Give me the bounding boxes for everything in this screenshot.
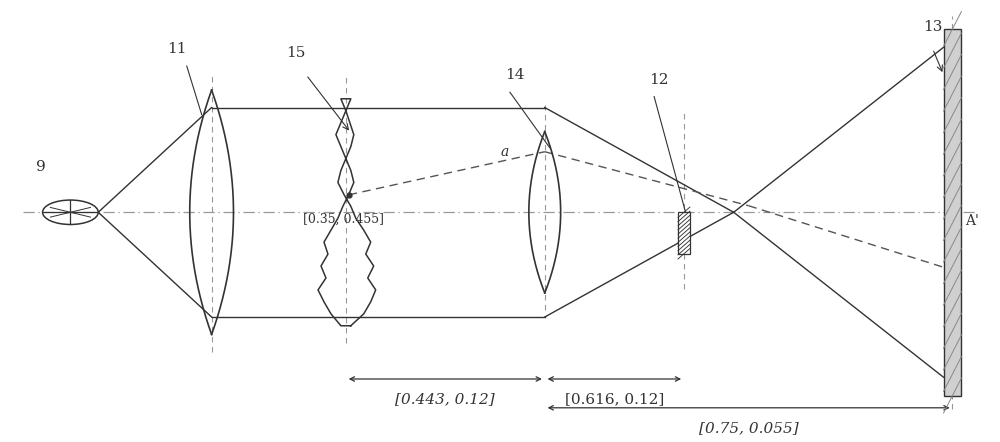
Text: [0.35, 0.455]: [0.35, 0.455] bbox=[303, 213, 384, 226]
Text: 9: 9 bbox=[36, 160, 45, 174]
Bar bbox=[678, 212, 690, 254]
Text: 11: 11 bbox=[167, 42, 187, 56]
Text: [0.443, 0.12]: [0.443, 0.12] bbox=[395, 392, 495, 406]
Text: 13: 13 bbox=[923, 20, 942, 34]
Text: 15: 15 bbox=[286, 46, 306, 61]
Text: a: a bbox=[501, 145, 509, 159]
Text: 12: 12 bbox=[649, 72, 669, 87]
Text: [0.616, 0.12]: [0.616, 0.12] bbox=[565, 392, 664, 406]
Bar bbox=[944, 29, 961, 396]
Text: 14: 14 bbox=[505, 68, 525, 82]
Text: [0.75, 0.055]: [0.75, 0.055] bbox=[699, 421, 798, 435]
Text: A': A' bbox=[965, 214, 979, 229]
